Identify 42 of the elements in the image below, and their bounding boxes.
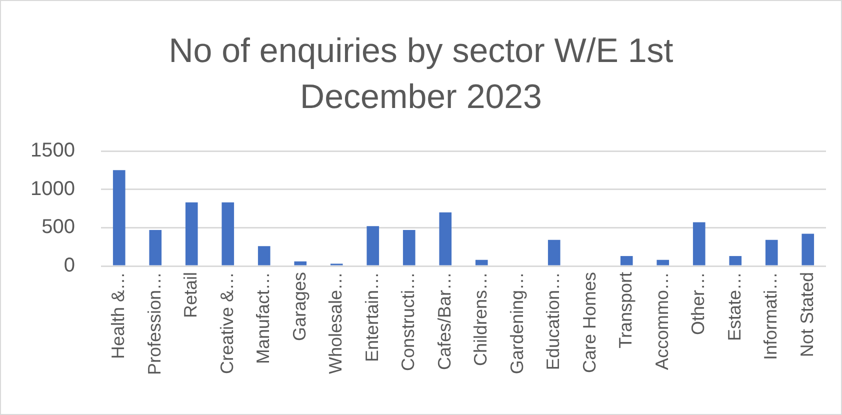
bar — [402, 230, 416, 266]
bar — [548, 240, 560, 266]
x-tick-label: Estate… — [724, 272, 744, 342]
x-tick-label: Garages — [289, 272, 310, 342]
x-tick-label: Other… — [688, 272, 708, 336]
x-tick-label: Transport — [616, 272, 636, 348]
bar — [222, 202, 234, 266]
chart-title: No of enquiries by sector W/E 1st December 2023 — [168, 31, 674, 118]
bar — [366, 226, 380, 266]
x-tick-label: Not Stated — [796, 272, 817, 358]
x-tick-label: Wholesale… — [326, 272, 346, 374]
x-tick-label: Manufact… — [253, 272, 274, 364]
x-tick-label: Profession… — [144, 272, 164, 376]
x-tick-label: Childrens… — [470, 272, 491, 366]
bar — [765, 240, 778, 266]
y-tick-label: 1500 — [30, 140, 75, 162]
y-tick-label: 0 — [64, 254, 75, 277]
y-tick-label: 1000 — [30, 178, 75, 200]
x-tick-label: Accommo… — [652, 272, 672, 370]
bar — [185, 202, 198, 266]
x-tick-label: Cafes/Bar… — [434, 272, 454, 370]
bar — [656, 260, 670, 266]
x-tick-label: Health &… — [108, 272, 128, 360]
x-tick-label: Gardening… — [506, 272, 527, 374]
x-tick-label: Creative &… — [216, 272, 237, 374]
x-tick-label: Education… — [543, 272, 564, 370]
bar — [692, 222, 706, 266]
bar — [620, 256, 633, 266]
bar — [729, 256, 742, 266]
bar — [149, 230, 162, 266]
bar — [802, 234, 814, 266]
x-tick-label: Care Homes — [579, 272, 600, 374]
x-tick-label: Retail — [180, 272, 201, 318]
bar — [475, 260, 488, 266]
x-tick-label: Entertain… — [362, 272, 382, 362]
x-tick-label: Constructi… — [398, 272, 418, 372]
bar — [258, 246, 270, 266]
bar — [439, 212, 452, 266]
bar — [294, 261, 307, 266]
bar — [112, 170, 126, 266]
y-tick-label: 500 — [42, 216, 75, 238]
x-tick-label: Informati… — [760, 272, 781, 360]
